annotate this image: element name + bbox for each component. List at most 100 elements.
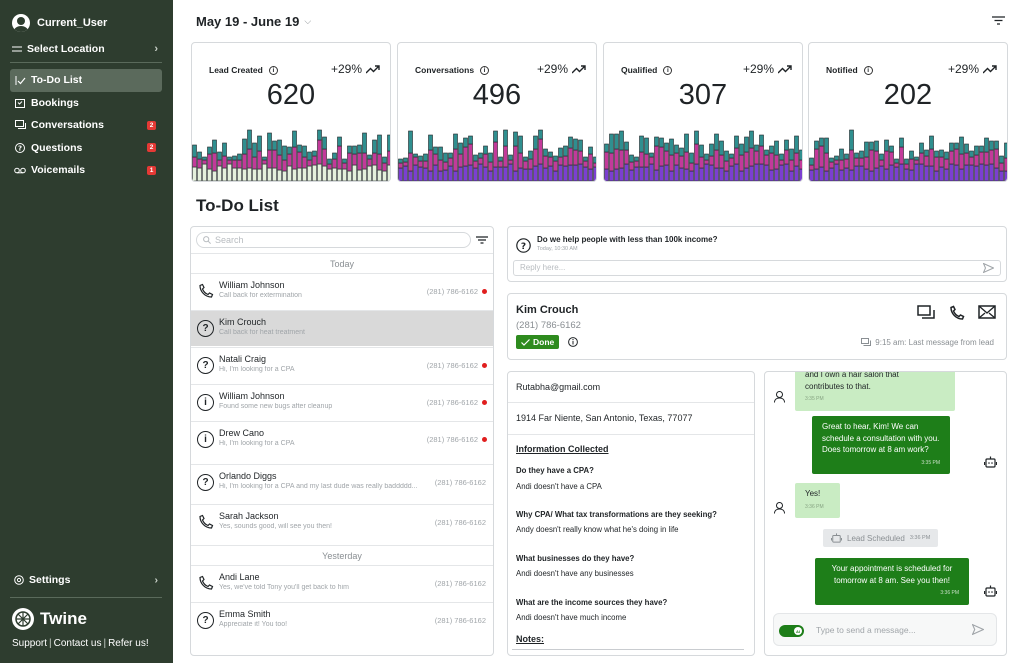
stat-card-conversations[interactable]: Conversations i +29% 496 [397,42,597,182]
stat-label-text: Qualified [621,65,658,75]
bar-segment [227,163,232,181]
bar-segment [849,169,854,181]
sidebar-item-questions[interactable]: ? Questions 2 [10,137,162,160]
mini-bar-chart [809,129,1007,181]
notes-field[interactable] [512,649,744,650]
message-bubble-outgoing: Your appointment is scheduled for tomorr… [815,558,969,605]
bar-segment [759,145,764,165]
bar-segment [347,145,352,154]
info-question: Do they have a CPA? [516,466,594,475]
bar-segment [302,167,307,181]
phone-icon[interactable] [948,305,965,325]
info-icon[interactable] [568,337,578,350]
bar-segment [684,168,689,181]
todo-item[interactable]: Sarah Jackson Yes, sounds good, will see… [191,504,493,545]
bar-segment [994,167,999,181]
footer-links: Support | Contact us | Refer us! [12,638,149,649]
stat-card-lead-created[interactable]: Lead Created i +29% 620 [191,42,391,182]
bar-segment [403,161,408,167]
bar-segment [654,136,659,147]
todo-item[interactable]: ? Natali Craig Hi, I'm looking for a CPA… [191,347,493,383]
bar-segment [237,167,242,181]
bar-segment [528,158,533,170]
filter-icon[interactable] [476,235,488,247]
bar-segment [312,155,317,166]
bar-segment [533,148,538,167]
done-button[interactable]: Done [516,335,560,349]
settings-button[interactable]: Settings › [14,574,158,586]
bar-segment [257,150,262,170]
send-icon[interactable] [982,262,995,278]
filter-icon[interactable] [992,16,1005,28]
info-icon[interactable]: i [268,65,278,75]
sidebar-item-conversations[interactable]: Conversations 2 [10,114,162,137]
bar-segment [287,153,292,167]
sidebar-item-voicemails[interactable]: Voicemails 1 [10,159,162,182]
stat-card-qualified[interactable]: Qualified i +29% 307 [603,42,803,182]
bar-segment [327,158,332,165]
contact-link[interactable]: Contact us [53,638,102,649]
ai-toggle[interactable]: AI [779,625,804,637]
composer-input[interactable]: Type to send a message... [816,625,916,635]
bar-segment [929,135,934,150]
bar-segment [297,167,302,181]
bar-segment [799,159,802,170]
bar-segment [714,133,719,151]
bar-segment [237,153,242,161]
stat-label-text: Notified [826,65,858,75]
sidebar-item-bookings[interactable]: Bookings [10,92,162,115]
info-icon[interactable]: i [663,65,673,75]
bar-segment [974,154,979,167]
sidebar-item-todo[interactable]: To-Do List [10,69,162,92]
bar-segment [949,150,954,165]
mail-icon[interactable] [978,305,996,325]
bar-segment [262,163,267,181]
contact-name: Sarah Jackson [219,511,279,521]
user-menu[interactable]: Current_User [12,14,107,32]
todo-item[interactable]: i Drew Cano Hi, I'm looking for a CPA (2… [191,421,493,457]
location-selector[interactable]: Select Location › [12,43,158,55]
bar-segment [954,148,959,166]
contact-card: Kim Crouch (281) 786-6162 Done 9:15 am: … [507,293,1007,360]
todo-item[interactable]: ? Orlando Diggs Hi, I'm looking for a CP… [191,464,493,504]
bar-segment [463,165,468,181]
bar-segment [272,149,277,169]
date-range-selector[interactable]: May 19 - June 19 ⌵ [196,14,311,29]
bar-segment [583,166,588,181]
bar-segment [629,154,634,163]
contact-name: Kim Crouch [219,317,267,327]
robot-icon [831,533,842,543]
todo-list-panel: Search Today William Johnson Call back f… [190,226,494,656]
reply-input[interactable]: Reply here... [513,260,1001,276]
stat-card-notified[interactable]: Notified i +29% 202 [808,42,1008,182]
support-link[interactable]: Support [12,638,48,649]
phone-icon [197,575,214,592]
bar-segment [302,145,307,158]
send-icon[interactable] [971,623,985,638]
refer-link[interactable]: Refer us! [108,638,149,649]
todo-item[interactable]: ? Emma Smith Appreciate it! You too! (28… [191,602,493,642]
bar-segment [764,154,769,166]
info-icon[interactable]: i [480,65,490,75]
todo-item[interactable]: William Johnson Call back for exterminat… [191,273,493,309]
bar-segment [212,152,217,172]
bar-segment [382,162,387,172]
bar-segment [503,129,508,147]
bar-segment [784,139,789,151]
bar-segment [192,144,197,158]
bar-segment [232,167,237,181]
bar-segment [959,136,964,155]
bar-segment [689,152,694,164]
bar-segment [207,168,212,181]
contact-name: Natali Craig [219,354,267,364]
bar-segment [307,165,312,181]
chat-icon[interactable] [917,305,935,325]
todo-item[interactable]: i William Johnson Found some new bugs af… [191,384,493,420]
bar-segment [824,170,829,181]
twine-logo-icon [12,608,34,630]
todo-item[interactable]: ? Kim Crouch Call back for heat treatmen… [191,310,493,346]
search-input[interactable]: Search [196,232,471,248]
info-icon[interactable]: i [863,65,873,75]
bar-segment [794,135,799,154]
todo-item[interactable]: Andi Lane Yes, we've told Tony you'll ge… [191,565,493,602]
